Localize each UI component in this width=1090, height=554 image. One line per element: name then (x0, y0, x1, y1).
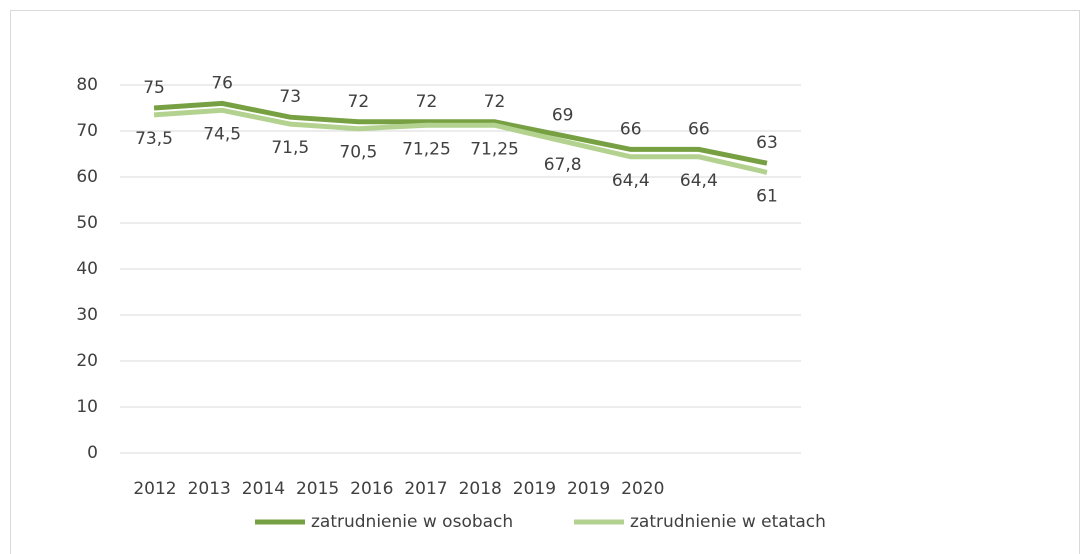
x-tick-label: 2013 (188, 479, 231, 499)
data-label: 74,5 (203, 124, 241, 144)
x-tick-label: 2019 (513, 479, 556, 499)
data-label: 72 (484, 92, 506, 112)
legend-label: zatrudnienie w etatach (630, 512, 826, 532)
data-label: 66 (620, 119, 642, 139)
data-label: 71,5 (271, 138, 309, 158)
y-tick-label: 20 (76, 351, 98, 371)
legend-label: zatrudnienie w osobach (311, 512, 513, 532)
x-tick-label: 2014 (242, 479, 285, 499)
y-tick-label: 30 (76, 305, 98, 325)
data-label: 69 (552, 106, 574, 126)
x-tick-label: 2016 (350, 479, 393, 499)
x-tick-label: 2012 (133, 479, 176, 499)
y-tick-label: 80 (76, 75, 98, 95)
data-label: 72 (416, 92, 438, 112)
y-tick-label: 10 (76, 397, 98, 417)
chart-border (10, 10, 1080, 554)
data-label: 66 (688, 119, 710, 139)
x-tick-label: 2017 (404, 479, 447, 499)
y-tick-label: 0 (87, 443, 98, 463)
data-label: 71,25 (470, 139, 519, 159)
data-label: 64,4 (680, 171, 718, 191)
data-label: 61 (756, 186, 778, 206)
data-label: 70,5 (339, 143, 377, 163)
data-label: 75 (143, 78, 165, 98)
x-tick-label: 2015 (296, 479, 339, 499)
data-label: 67,8 (544, 155, 582, 175)
y-tick-label: 60 (76, 167, 98, 187)
y-tick-label: 50 (76, 213, 98, 233)
x-tick-label: 2020 (621, 479, 664, 499)
series-line (153, 100, 768, 166)
data-label: 72 (348, 92, 370, 112)
data-label: 76 (211, 73, 233, 93)
data-label: 63 (756, 133, 778, 153)
data-label: 73,5 (135, 129, 173, 149)
data-label: 71,25 (402, 139, 451, 159)
x-tick-label: 2019 (567, 479, 610, 499)
data-label: 64,4 (612, 171, 650, 191)
series-line (153, 107, 768, 175)
x-tick-label: 2018 (459, 479, 502, 499)
y-tick-label: 40 (76, 259, 98, 279)
y-tick-label: 70 (76, 121, 98, 141)
data-label: 73 (279, 87, 301, 107)
